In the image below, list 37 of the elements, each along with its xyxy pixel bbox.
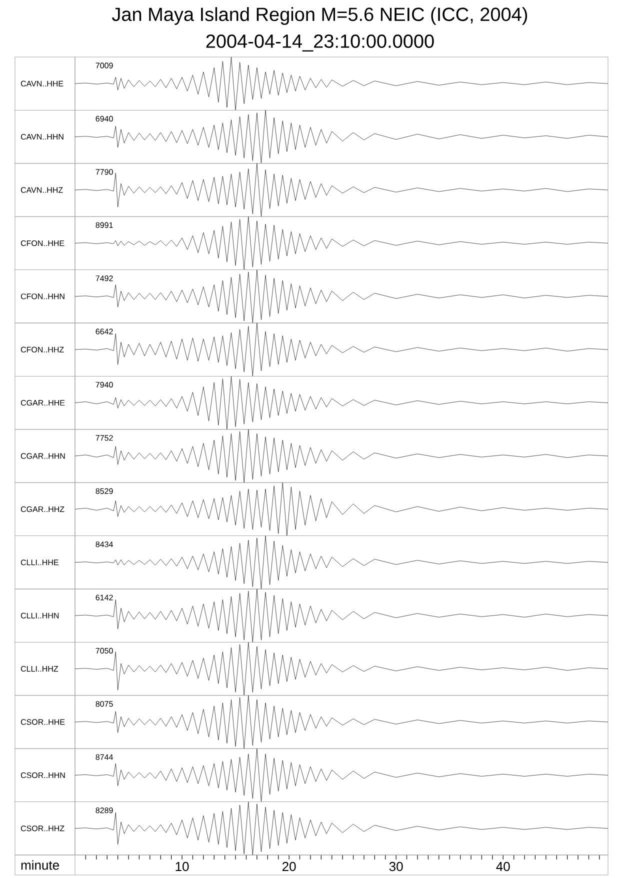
annotation: 8991: [96, 222, 113, 228]
y-axis-title: CLLI..HHZ: [20, 666, 58, 672]
annotation: 8434: [96, 541, 113, 548]
x-axis-title: minute: [21, 860, 59, 870]
annotation: 7940: [96, 382, 113, 388]
y-axis-title: CLLI..HHN: [20, 612, 59, 618]
annotation: 7492: [96, 275, 113, 282]
annotation: 7752: [96, 435, 113, 441]
annotation: 8529: [96, 488, 113, 494]
annotation: 6642: [96, 328, 113, 334]
y-axis-title: CAVN..HHZ: [20, 187, 63, 193]
y-axis-title: CFON..HHN: [20, 294, 64, 300]
y-axis-title: CFON..HHZ: [20, 346, 64, 352]
x-tick-label: 20: [282, 862, 296, 872]
chart-title: Jan Maya Island Region M=5.6 NEIC (ICC, 2004): [112, 7, 528, 25]
y-axis-title: CSOR..HHN: [20, 772, 65, 778]
y-axis-title: CAVN..HHE: [20, 80, 64, 86]
annotation: 8744: [96, 754, 113, 760]
y-axis-title: CGAR..HHE: [20, 400, 65, 406]
annotation: 6142: [96, 594, 113, 600]
annotation: 8075: [96, 701, 113, 707]
y-axis-title: CSOR..HHE: [20, 719, 65, 725]
chart-subtitle: 2004-04-14_23:10:00.0000: [206, 34, 434, 52]
x-tick-label: 30: [389, 862, 403, 872]
annotation: 7790: [96, 169, 113, 175]
y-axis-title: CSOR..HHZ: [20, 826, 64, 832]
x-tick-label: 10: [176, 862, 189, 872]
annotation: 7009: [96, 62, 113, 68]
annotation: 8289: [96, 807, 113, 814]
y-axis-title: CLLI..HHE: [20, 560, 58, 566]
annotation: 6940: [96, 116, 113, 122]
y-axis-title: CAVN..HHN: [20, 134, 64, 140]
annotation: 7050: [96, 648, 113, 654]
x-tick-label: 40: [496, 862, 510, 872]
y-axis-title: CFON..HHE: [20, 240, 64, 246]
y-axis-title: CGAR..HHZ: [20, 506, 64, 512]
y-axis-title: CGAR..HHN: [20, 453, 65, 459]
